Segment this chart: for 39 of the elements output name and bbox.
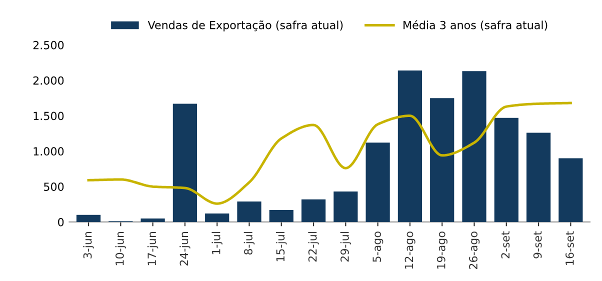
bar: [494, 118, 518, 222]
x-tick-label: 5-ago: [372, 232, 384, 262]
bar: [366, 142, 390, 222]
bar: [269, 210, 294, 222]
legend-label: Média 3 anos (safra atual): [404, 20, 548, 31]
bar: [558, 158, 583, 222]
x-tick-label: 3-jun: [83, 232, 94, 258]
x-tick-label: 17-jun: [147, 232, 158, 266]
x-tick-label: 29-jul: [340, 232, 352, 262]
bar: [430, 98, 454, 222]
bar: [462, 71, 486, 222]
bar: [140, 218, 165, 222]
x-tick-label: 19-ago: [436, 232, 448, 269]
bar: [398, 70, 422, 222]
bar: [76, 214, 101, 222]
bar: [334, 192, 358, 222]
y-tick-label: 1.500: [34, 112, 64, 120]
x-tick-label: 22-jul: [308, 232, 319, 262]
x-tick-label: 1-jul: [212, 232, 222, 254]
legend-label: Vendas de Exportação (safra atual): [148, 20, 343, 32]
x-tick-label: 26-ago: [469, 232, 480, 270]
x-tick-label: 10-jun: [115, 232, 126, 266]
y-tick-label: 1.000: [34, 147, 64, 156]
x-tick-label: 2-set: [501, 231, 510, 258]
bar: [301, 199, 326, 222]
x-tick-label: 12-ago: [404, 232, 416, 269]
y-tick-label: 0: [58, 218, 64, 226]
x-tick-label: 16-set: [565, 231, 574, 265]
bar: [526, 132, 551, 222]
bar: [172, 104, 197, 222]
x-tick-label: 15-jul: [276, 232, 287, 262]
x-tick-label: 24-jun: [180, 232, 190, 266]
x-tick-label: 8-jul: [244, 232, 255, 255]
y-tick-label: 2.000: [33, 76, 64, 85]
y-tick-label: 500: [44, 182, 64, 191]
y-tick-label: 2.500: [33, 40, 64, 50]
bar: [205, 213, 230, 222]
bar: [237, 201, 262, 222]
x-tick-label: 9-set: [533, 231, 542, 258]
